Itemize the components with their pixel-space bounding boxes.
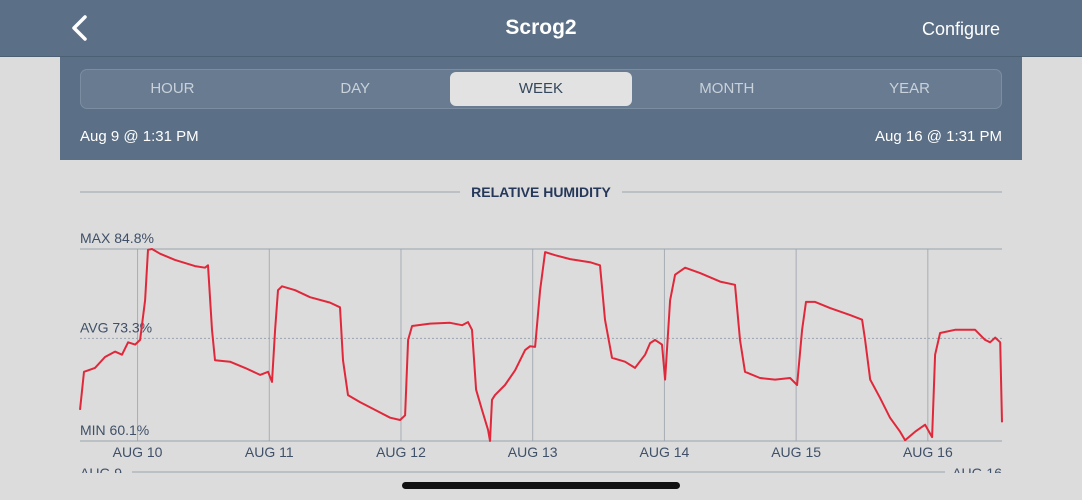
- y-tick-label: MIN 60.1%: [80, 422, 149, 438]
- tab[interactable]: YEAR: [889, 80, 931, 97]
- x-tick-label: AUG 16: [903, 444, 953, 460]
- x-tick-label: AUG 13: [508, 444, 558, 460]
- x-tick-label: AUG 12: [376, 444, 426, 460]
- range-panel: HOUR DAY WEEK MONTH YEAR Aug 9 @ 1:31 PM Aug…: [60, 57, 1022, 160]
- configure-button[interactable]: Configure: [921, 19, 1000, 39]
- x-tick-label: AUG 11: [245, 444, 294, 460]
- nav-title: Scrog2: [505, 16, 577, 39]
- y-tick-label: MAX 84.8%: [80, 230, 154, 246]
- x-tick-label: AUG 15: [771, 444, 821, 460]
- tab[interactable]: WEEK: [449, 72, 633, 106]
- tab[interactable]: DAY: [340, 80, 371, 97]
- range-start: Aug 9 @ 1:31 PM: [80, 128, 199, 145]
- segmented-control: HOUR DAY WEEK MONTH YEAR: [80, 69, 1002, 109]
- footer-start: AUG 9: [80, 465, 122, 480]
- footer-end: AUG 16: [952, 465, 1002, 480]
- tab[interactable]: MONTH: [699, 80, 755, 97]
- x-tick-label: AUG 14: [640, 444, 690, 460]
- x-tick-label: AUG 10: [113, 444, 163, 460]
- nav-bar: Scrog2 Configure: [0, 0, 1082, 57]
- range-end: Aug 16 @ 1:31 PM: [875, 128, 1002, 145]
- home-indicator: [402, 482, 680, 489]
- humidity-line: [79, 248, 1003, 442]
- y-tick-label: AVG 73.3%: [80, 319, 152, 335]
- back-button[interactable]: [68, 14, 92, 42]
- tab[interactable]: HOUR: [150, 80, 195, 97]
- chart: RELATIVE HUMIDITY AUG 9 AUG 16 AUG 10 AUG…: [79, 184, 1003, 480]
- chart-title: RELATIVE HUMIDITY: [471, 184, 611, 200]
